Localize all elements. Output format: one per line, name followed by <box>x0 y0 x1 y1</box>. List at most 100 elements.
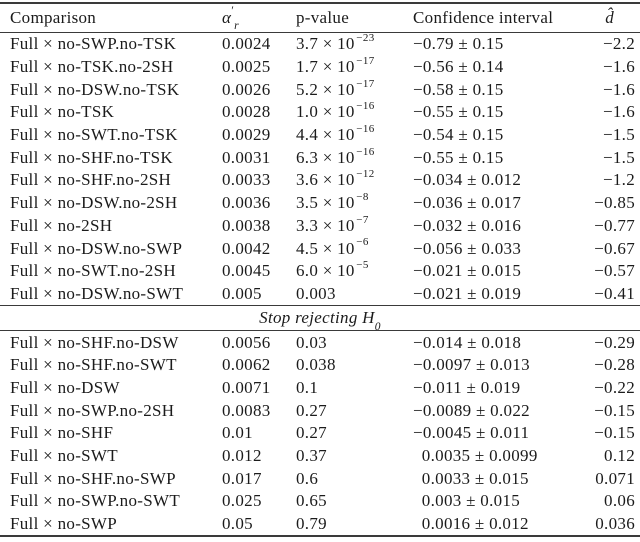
cell-d-hat: −1.6 <box>602 79 635 99</box>
table-row: Full × no-TSK.no-2SH 0.0025 1.7 × 10 −17 … <box>0 54 640 79</box>
cell-p-value: 4.4 × 10 −16 <box>296 122 413 145</box>
p-value-mantissa: 4.5 × 10 <box>296 238 355 258</box>
cell-alpha-r: 0.0071 <box>222 377 271 397</box>
cell-p-value: 0.27 <box>296 423 413 443</box>
cell-p-value: 0.65 <box>296 491 413 511</box>
p-value-mantissa: 1.7 × 10 <box>296 57 355 77</box>
cell-d-hat: −1.6 <box>602 57 635 77</box>
section-divider: Stop rejecting H0 <box>0 305 640 332</box>
column-header-comparison: Comparison <box>10 8 97 27</box>
cell-alpha-r: 0.0031 <box>222 147 271 167</box>
p-value-exponent: −17 <box>356 77 375 90</box>
table-row: Full × no-TSK 0.0028 1.0 × 10 −16 −0.55 ±… <box>0 101 640 124</box>
p-value-mantissa: 3.6 × 10 <box>296 170 355 190</box>
p-value-exponent: −7 <box>356 213 369 226</box>
cell-confidence-interval: −0.021 ± 0.015 <box>413 261 522 281</box>
table-row: Full × no-SHF.no-SWP 0.017 0.6 0.0033 ± … <box>0 467 640 490</box>
column-header-d-hat: d̂ <box>605 8 614 27</box>
p-value-mantissa: 1.0 × 10 <box>296 102 355 122</box>
cell-confidence-interval: −0.021 ± 0.019 <box>413 283 522 303</box>
cell-p-value: 1.0 × 10 −16 <box>296 100 413 122</box>
cell-alpha-r: 0.0026 <box>222 79 271 99</box>
rows-rejecting: Full × no-SWP.no-TSK 0.0024 3.7 × 10 −23 … <box>0 33 640 305</box>
cell-d-hat: −0.77 <box>594 215 635 235</box>
p-value-mantissa: 0.03 <box>296 332 327 352</box>
cell-alpha-r: 0.0056 <box>222 332 271 352</box>
rows-stop-rejecting: Full × no-SHF.no-DSW 0.0056 0.03 −0.014 … <box>0 331 640 535</box>
p-value-exponent: −8 <box>356 191 369 203</box>
cell-p-value: 5.2 × 10 −17 <box>296 77 413 100</box>
cell-confidence-interval: −0.0045 ± 0.011 <box>413 423 530 443</box>
cell-alpha-r: 0.0062 <box>222 355 271 375</box>
cell-p-value: 0.003 <box>296 284 413 304</box>
p-value-mantissa: 0.27 <box>296 400 327 420</box>
cell-alpha-r: 0.0038 <box>222 215 271 235</box>
cell-p-value: 3.7 × 10 −23 <box>296 32 413 54</box>
table-row: Full × no-SHF.no-2SH 0.0033 3.6 × 10 −12 … <box>0 169 640 192</box>
cell-d-hat: −2.2 <box>602 34 635 54</box>
table-row: Full × no-SWP.no-SWT 0.025 0.65 0.003 ± … <box>0 490 640 513</box>
cell-alpha-r: 0.025 <box>222 491 262 511</box>
cell-comparison: Full × no-SHF.no-SWP <box>10 468 176 488</box>
cell-confidence-interval: −0.034 ± 0.012 <box>413 170 522 190</box>
cell-alpha-r: 0.0036 <box>222 193 271 213</box>
cell-comparison: Full × no-TSK.no-2SH <box>10 57 174 77</box>
cell-comparison: Full × no-SWT <box>10 446 118 466</box>
p-value-exponent: −16 <box>356 122 375 135</box>
cell-d-hat: −0.15 <box>594 400 635 420</box>
cell-p-value: 3.6 × 10 −12 <box>296 169 413 190</box>
cell-confidence-interval: −0.0089 ± 0.022 <box>413 400 530 420</box>
p-value-mantissa: 6.3 × 10 <box>296 147 355 167</box>
cell-alpha-r: 0.005 <box>222 283 262 303</box>
cell-p-value: 1.7 × 10 −17 <box>296 54 413 77</box>
cell-p-value: 3.3 × 10 −7 <box>296 213 413 236</box>
p-value-mantissa: 5.2 × 10 <box>296 79 355 99</box>
p-value-mantissa: 3.7 × 10 <box>296 34 355 54</box>
table-row: Full × no-DSW.no-2SH 0.0036 3.5 × 10 −8 −… <box>0 192 640 215</box>
table-row: Full × no-DSW.no-SWT 0.005 0.003 −0.021 … <box>0 283 640 306</box>
p-value-exponent: −23 <box>356 32 375 45</box>
table-row: Full × no-DSW.no-TSK 0.0026 5.2 × 10 −17 … <box>0 78 640 101</box>
p-value-mantissa: 0.003 <box>296 283 336 303</box>
table-row: Full × no-SWP.no-2SH 0.0083 0.27 −0.0089… <box>0 399 640 422</box>
p-value-exponent: −17 <box>356 54 375 67</box>
table-row: Full × no-SWP.no-TSK 0.0024 3.7 × 10 −23 … <box>0 33 640 56</box>
cell-confidence-interval: −0.032 ± 0.016 <box>413 215 522 235</box>
alpha-prime: ′ <box>231 3 235 18</box>
p-value-mantissa: 6.0 × 10 <box>296 261 355 281</box>
column-header-confidence-interval: Confidence interval <box>413 8 554 27</box>
table-row: Full × no-SWT 0.012 0.37 0.0035 ± 0.0099… <box>0 445 640 468</box>
column-header-p-value: p-value <box>296 8 350 27</box>
p-value-exponent: −16 <box>356 145 375 158</box>
cell-p-value: 0.03 <box>296 333 413 353</box>
cell-p-value: 0.6 <box>296 469 413 489</box>
cell-d-hat: −1.6 <box>602 102 635 122</box>
table-row: Full × no-SHF.no-TSK 0.0031 6.3 × 10 −16 … <box>0 146 640 169</box>
cell-p-value: 3.5 × 10 −8 <box>296 191 413 213</box>
cell-p-value: 0.038 <box>296 355 413 375</box>
cell-confidence-interval: −0.036 ± 0.017 <box>413 193 522 213</box>
cell-alpha-r: 0.0042 <box>222 238 271 258</box>
p-value-mantissa: 0.79 <box>296 514 327 534</box>
cell-confidence-interval: 0.0016 ± 0.012 <box>413 514 529 534</box>
p-value-mantissa: 0.65 <box>296 491 327 511</box>
cell-comparison: Full × no-SWP.no-2SH <box>10 400 175 420</box>
cell-d-hat: −0.22 <box>594 377 635 397</box>
table-row: Full × no-SWT.no-2SH 0.0045 6.0 × 10 −5 −… <box>0 260 640 283</box>
table-row: Full × no-SHF.no-SWT 0.0062 0.038 −0.009… <box>0 354 640 377</box>
alpha-symbol: α <box>222 8 232 27</box>
cell-comparison: Full × no-SWT.no-TSK <box>10 125 178 145</box>
cell-d-hat: 0.12 <box>604 446 635 466</box>
cell-confidence-interval: −0.56 ± 0.14 <box>413 57 504 77</box>
cell-alpha-r: 0.0083 <box>222 400 271 420</box>
p-value-exponent: −16 <box>356 100 375 113</box>
cell-confidence-interval: −0.55 ± 0.15 <box>413 147 504 167</box>
p-value-mantissa: 4.4 × 10 <box>296 125 355 145</box>
cell-d-hat: −1.2 <box>602 170 635 190</box>
cell-confidence-interval: 0.003 ± 0.015 <box>413 491 521 511</box>
cell-p-value: 6.0 × 10 −5 <box>296 260 413 281</box>
cell-comparison: Full × no-SWP.no-SWT <box>10 491 181 511</box>
cell-comparison: Full × no-SWT.no-2SH <box>10 261 176 281</box>
cell-p-value: 0.1 <box>296 378 413 398</box>
